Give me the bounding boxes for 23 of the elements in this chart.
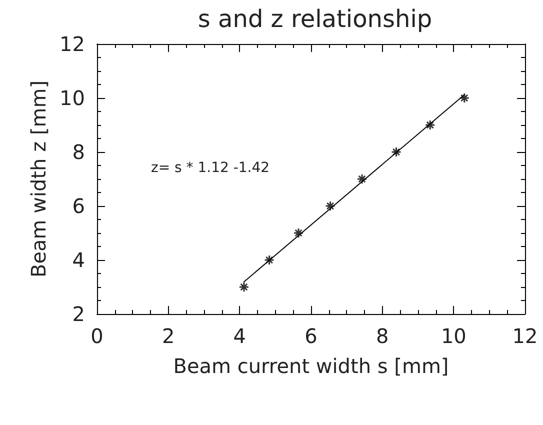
x-tick-label: 4 bbox=[233, 324, 246, 348]
y-tick-label: 6 bbox=[72, 194, 85, 218]
point bbox=[264, 254, 275, 266]
y-tick-label: 4 bbox=[72, 248, 85, 272]
x-tick-label: 10 bbox=[440, 324, 466, 348]
point bbox=[325, 200, 336, 212]
point bbox=[390, 146, 402, 158]
point bbox=[356, 174, 368, 184]
point bbox=[424, 120, 436, 130]
y-tick-label: 2 bbox=[72, 302, 85, 326]
chart-title: s and z relationship bbox=[198, 5, 432, 33]
y-axis-title: Beam width z [mm] bbox=[26, 80, 51, 278]
x-tick-label: 12 bbox=[512, 324, 538, 348]
annotation: z= s * 1.12 -1.42 bbox=[151, 160, 270, 176]
x-tick-label: 0 bbox=[90, 324, 104, 348]
x-tick-label: 6 bbox=[304, 324, 318, 348]
y-tick-label: 10 bbox=[60, 86, 85, 110]
x-tick-label: 8 bbox=[376, 324, 389, 348]
x-tick-label: 2 bbox=[162, 324, 175, 348]
point bbox=[293, 228, 304, 238]
y-tick-label: 8 bbox=[72, 140, 85, 164]
y-tick-label: 12 bbox=[60, 32, 85, 56]
x-axis-title: Beam current width s [mm] bbox=[173, 354, 449, 378]
